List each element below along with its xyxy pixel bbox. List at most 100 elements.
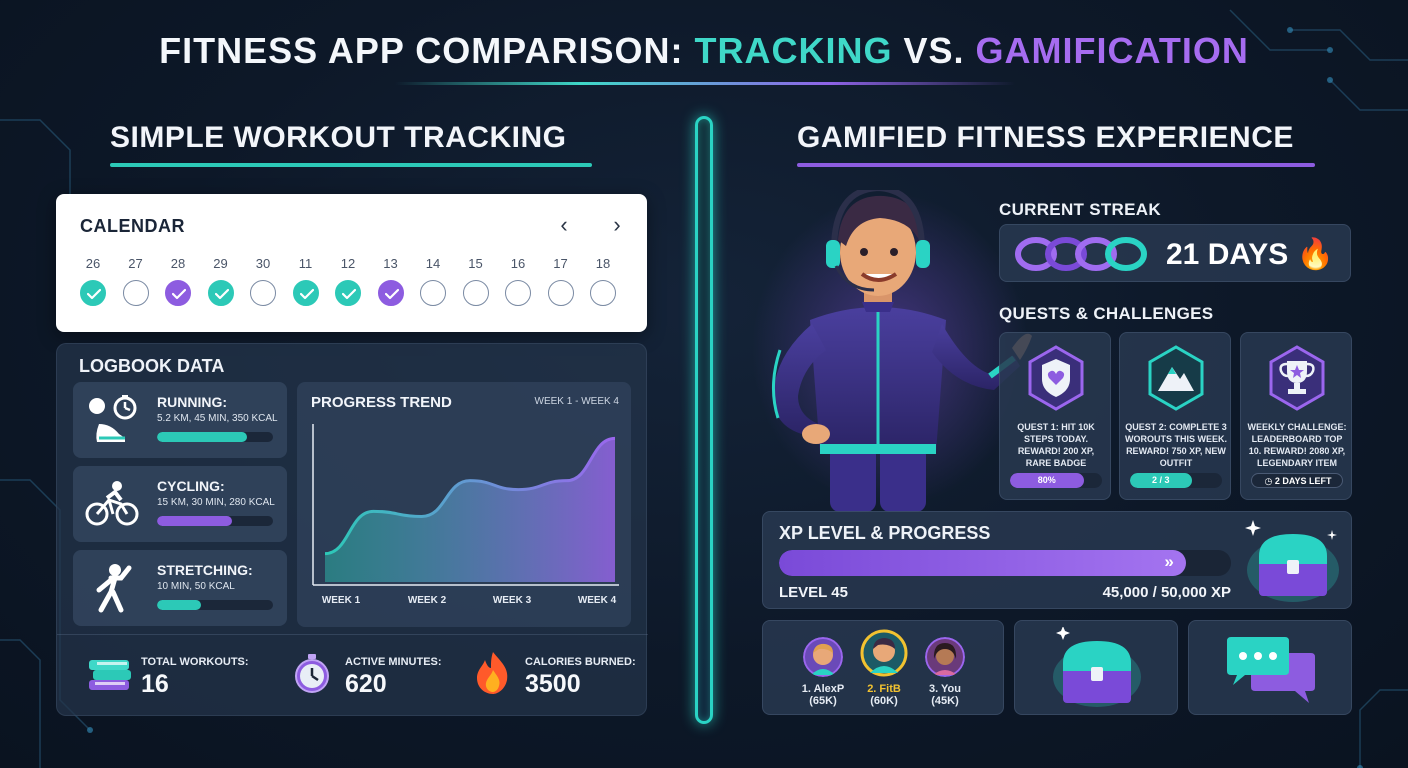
xp-progress-bar: » — [779, 550, 1231, 576]
title-underline — [395, 82, 1015, 85]
calendar-card: CALENDAR ‹ › 26 27 28 29 30 11 12 13 14 15 16 17 18 — [56, 194, 647, 332]
player-xp: (60K) — [870, 695, 898, 707]
stretching-icon — [96, 564, 132, 613]
quest-card-1[interactable]: QUEST 1: HIT 10K STEPS TODAY. REWARD! 20… — [999, 332, 1111, 500]
stopwatch-icon — [295, 654, 329, 693]
calendar-next-button[interactable]: › — [613, 212, 621, 237]
completed-day-check-icon — [377, 280, 404, 306]
mountain-icon — [1148, 345, 1204, 411]
rewards-card[interactable] — [1014, 620, 1178, 715]
summary-total-workouts: TOTAL WORKOUTS: 16 — [87, 638, 267, 706]
streak-card: 21 DAYS 🔥 — [999, 224, 1351, 282]
treasure-chest-icon — [1053, 627, 1141, 707]
leaderboard-card[interactable]: 1. AlexP (65K) 2. FitB (60K) 3. You (45K… — [762, 620, 1004, 715]
quest-card-2[interactable]: QUEST 2: COMPLETE 3 WOROUTS THIS WEEK. R… — [1119, 332, 1231, 500]
center-divider — [695, 116, 713, 724]
quest-deadline-label: ◷ 2 DAYS LEFT — [1264, 476, 1332, 486]
calendar-day[interactable]: 26 — [76, 256, 110, 306]
activity-progress-bar — [157, 600, 273, 610]
summary-active-minutes: ACTIVE MINUTES: 620 — [291, 638, 471, 706]
xp-panel: XP LEVEL & PROGRESS » LEVEL 45 45,000 / … — [762, 511, 1352, 609]
calendar-day[interactable]: 28 — [161, 256, 195, 306]
calendar-day[interactable]: 12 — [331, 256, 365, 306]
quest-progress-fill — [1130, 473, 1192, 488]
avatar — [925, 637, 965, 677]
xp-progress-fill: » — [779, 550, 1186, 576]
xp-amount: 45,000 / 50,000 XP — [1102, 584, 1231, 601]
quest-progress-bar: 2 / 3 — [1130, 473, 1222, 488]
x-tick-label: WEEK 1 — [322, 595, 361, 606]
leaderboard-player-2: 2. FitB (60K) — [856, 629, 912, 707]
activity-progress-bar — [157, 432, 273, 442]
character-illustration — [771, 190, 1032, 512]
calendar-day[interactable]: 16 — [501, 256, 535, 306]
title-part-tracking: TRACKING — [694, 30, 893, 71]
completed-day-check-icon — [207, 280, 234, 306]
chat-icon — [1227, 637, 1315, 703]
summary-label: CALORIES BURNED: — [525, 656, 636, 668]
xp-level: LEVEL 45 — [779, 584, 848, 601]
calendar-day[interactable]: 13 — [374, 256, 408, 306]
empty-day-circle — [420, 280, 446, 306]
player-name: 2. FitB — [867, 683, 901, 695]
title-part-vs: VS. — [892, 30, 976, 71]
summary-divider — [57, 634, 648, 635]
summary-calories-burned: CALORIES BURNED: 3500 — [471, 638, 641, 706]
summary-label: ACTIVE MINUTES: — [345, 656, 442, 668]
x-tick-label: WEEK 3 — [493, 595, 532, 606]
player-name: 1. AlexP — [801, 683, 845, 695]
quest-deadline-pill: ◷ 2 DAYS LEFT — [1251, 473, 1343, 488]
calendar-day[interactable]: 18 — [586, 256, 620, 306]
activity-running[interactable]: RUNNING: 5.2 KM, 45 MIN, 350 KCAL — [73, 382, 287, 458]
streak-chain-icon — [1015, 237, 1147, 271]
calendar-day-number: 28 — [170, 256, 186, 271]
summary-label: TOTAL WORKOUTS: — [141, 656, 249, 668]
quest-progress-label: 2 / 3 — [1152, 475, 1170, 485]
right-section-underline — [797, 163, 1315, 167]
activity-stats: 5.2 KM, 45 MIN, 350 KCAL — [157, 413, 278, 424]
calendar-day[interactable]: 29 — [204, 256, 238, 306]
activity-name: STRETCHING: — [157, 562, 253, 578]
chat-card[interactable] — [1188, 620, 1352, 715]
calendar-day[interactable]: 14 — [416, 256, 450, 306]
empty-day-circle — [505, 280, 531, 306]
completed-day-check-icon — [335, 280, 361, 306]
activity-progress-fill — [157, 516, 233, 526]
logbook-title: LOGBOOK DATA — [79, 356, 225, 376]
quest-card-3[interactable]: WEEKLY CHALLENGE: LEADERBOARD TOP 10. RE… — [1240, 332, 1352, 500]
x-tick-label: WEEK 2 — [408, 595, 447, 606]
streak-flame-icon: 🔥 — [1296, 238, 1335, 271]
calendar-day-number: 27 — [128, 256, 143, 271]
summary-value: 620 — [345, 670, 387, 698]
calendar-day-number: 15 — [468, 256, 483, 271]
calendar-day-number: 29 — [213, 256, 228, 271]
calendar-day[interactable]: 15 — [459, 256, 493, 306]
leaderboard-player-1: 1. AlexP (65K) — [795, 637, 851, 707]
calendar-day-number: 18 — [595, 256, 611, 271]
trend-title: PROGRESS TREND — [311, 394, 452, 411]
calendar-day[interactable]: 11 — [289, 256, 323, 306]
progress-trend-chart: PROGRESS TREND WEEK 1 - WEEK 4 WEEK 1 WEE… — [297, 382, 631, 627]
calendar-day[interactable]: 30 — [246, 256, 280, 306]
deadline-text: 2 DAYS LEFT — [1274, 476, 1332, 486]
trophy-icon — [1269, 345, 1325, 411]
flame-icon — [477, 652, 508, 694]
activity-name: CYCLING: — [157, 478, 225, 494]
x-tick-label: WEEK 4 — [578, 595, 617, 606]
activity-cycling[interactable]: CYCLING: 15 KM, 30 MIN, 280 KCAL — [73, 466, 287, 542]
activity-stretching[interactable]: STRETCHING: 10 MIN, 50 KCAL — [73, 550, 287, 626]
calendar-prev-button[interactable]: ‹ — [560, 212, 568, 237]
activity-progress-bar — [157, 516, 273, 526]
trend-line — [324, 436, 616, 556]
main-title: FITNESS APP COMPARISON: TRACKING VS. GAM… — [0, 30, 1408, 72]
trend-area — [325, 438, 615, 582]
player-xp: (65K) — [809, 695, 837, 707]
treasure-chest-icon[interactable] — [1241, 516, 1345, 606]
calendar-day-number: 11 — [298, 256, 313, 271]
running-icon — [89, 395, 137, 442]
calendar-day[interactable]: 17 — [544, 256, 578, 306]
calendar-day[interactable]: 27 — [119, 256, 153, 306]
completed-day-check-icon — [165, 280, 191, 306]
avatar — [860, 629, 908, 677]
quests-label: QUESTS & CHALLENGES — [999, 304, 1214, 323]
